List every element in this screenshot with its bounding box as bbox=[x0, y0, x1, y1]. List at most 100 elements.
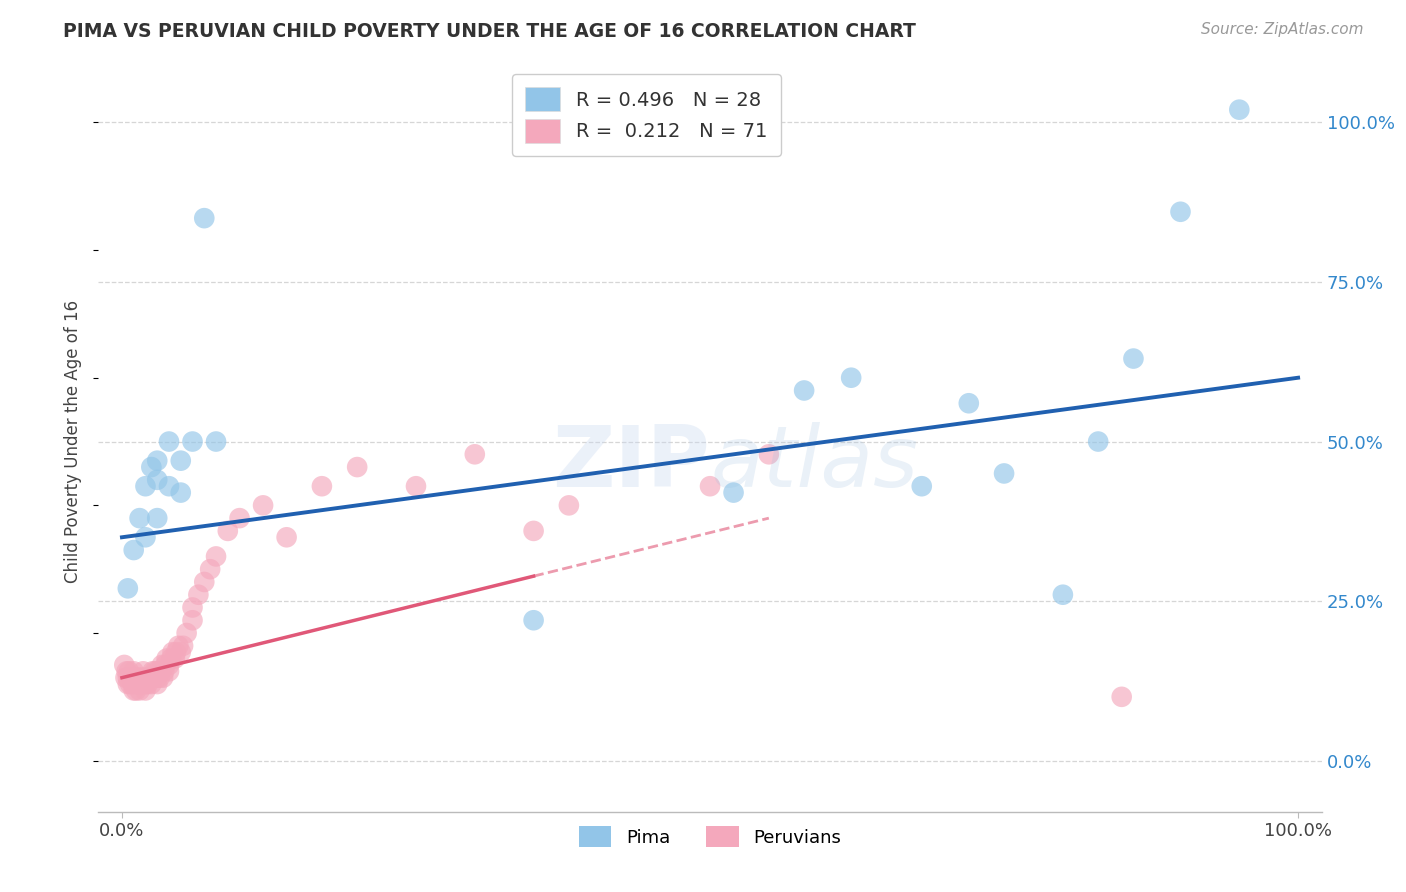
Point bbox=[122, 677, 145, 691]
Point bbox=[127, 671, 149, 685]
Point bbox=[1111, 690, 1133, 704]
Point bbox=[793, 384, 815, 398]
Point bbox=[143, 665, 166, 679]
Point bbox=[993, 467, 1015, 481]
Point bbox=[167, 639, 190, 653]
Point bbox=[205, 434, 228, 449]
Point bbox=[276, 530, 298, 544]
Point bbox=[128, 677, 150, 691]
Point bbox=[1170, 204, 1192, 219]
Point bbox=[162, 645, 184, 659]
Point bbox=[134, 530, 156, 544]
Point bbox=[146, 453, 169, 467]
Point bbox=[839, 370, 862, 384]
Point bbox=[131, 677, 153, 691]
Point bbox=[346, 460, 368, 475]
Point bbox=[193, 574, 215, 589]
Point bbox=[122, 543, 145, 558]
Point bbox=[142, 671, 165, 685]
Point bbox=[723, 485, 745, 500]
Legend: Pima, Peruvians: Pima, Peruvians bbox=[572, 819, 848, 855]
Point bbox=[165, 645, 187, 659]
Point bbox=[146, 473, 169, 487]
Point bbox=[157, 657, 180, 672]
Point bbox=[523, 524, 546, 538]
Point bbox=[117, 671, 139, 685]
Point bbox=[157, 665, 180, 679]
Point bbox=[149, 665, 172, 679]
Point bbox=[170, 453, 193, 467]
Point bbox=[118, 665, 141, 679]
Point bbox=[115, 665, 138, 679]
Point bbox=[155, 657, 177, 672]
Point bbox=[125, 671, 148, 685]
Point bbox=[758, 447, 780, 461]
Point bbox=[558, 499, 581, 513]
Point bbox=[181, 600, 204, 615]
Point bbox=[125, 683, 148, 698]
Point bbox=[181, 434, 204, 449]
Point bbox=[157, 479, 180, 493]
Point bbox=[134, 671, 156, 685]
Point bbox=[160, 651, 183, 665]
Y-axis label: Child Poverty Under the Age of 16: Child Poverty Under the Age of 16 bbox=[65, 300, 83, 583]
Point bbox=[127, 677, 149, 691]
Point bbox=[699, 479, 721, 493]
Point bbox=[138, 671, 160, 685]
Point bbox=[523, 613, 546, 627]
Point bbox=[156, 651, 179, 665]
Point bbox=[122, 683, 145, 698]
Point bbox=[464, 447, 486, 461]
Point bbox=[122, 665, 145, 679]
Point bbox=[117, 677, 139, 691]
Point bbox=[141, 671, 163, 685]
Point bbox=[114, 671, 136, 685]
Text: atlas: atlas bbox=[710, 422, 918, 505]
Point bbox=[170, 645, 193, 659]
Point bbox=[146, 511, 169, 525]
Point bbox=[150, 657, 173, 672]
Point bbox=[1122, 351, 1144, 366]
Point bbox=[957, 396, 980, 410]
Point bbox=[1052, 588, 1074, 602]
Point bbox=[311, 479, 333, 493]
Point bbox=[136, 677, 159, 691]
Point bbox=[152, 671, 174, 685]
Point bbox=[128, 683, 150, 698]
Point bbox=[134, 479, 156, 493]
Point bbox=[198, 562, 221, 576]
Point bbox=[141, 677, 163, 691]
Point bbox=[163, 651, 186, 665]
Point bbox=[205, 549, 228, 564]
Point bbox=[405, 479, 427, 493]
Point bbox=[176, 626, 198, 640]
Point bbox=[128, 511, 150, 525]
Point bbox=[129, 671, 152, 685]
Point bbox=[1087, 434, 1109, 449]
Point bbox=[146, 677, 169, 691]
Point bbox=[1227, 103, 1250, 117]
Point bbox=[121, 677, 143, 691]
Point bbox=[157, 434, 180, 449]
Point bbox=[146, 665, 169, 679]
Point bbox=[217, 524, 239, 538]
Point bbox=[134, 683, 156, 698]
Point bbox=[141, 665, 163, 679]
Point bbox=[134, 671, 156, 685]
Point bbox=[172, 639, 194, 653]
Point bbox=[228, 511, 250, 525]
Point bbox=[181, 613, 204, 627]
Point bbox=[149, 671, 172, 685]
Text: Source: ZipAtlas.com: Source: ZipAtlas.com bbox=[1201, 22, 1364, 37]
Point bbox=[153, 665, 176, 679]
Point bbox=[146, 671, 169, 685]
Point bbox=[120, 671, 142, 685]
Point bbox=[141, 460, 163, 475]
Text: ZIP: ZIP bbox=[553, 422, 710, 505]
Point bbox=[187, 588, 209, 602]
Point bbox=[193, 211, 215, 226]
Point bbox=[911, 479, 934, 493]
Point bbox=[252, 499, 274, 513]
Point bbox=[170, 485, 193, 500]
Point bbox=[132, 665, 155, 679]
